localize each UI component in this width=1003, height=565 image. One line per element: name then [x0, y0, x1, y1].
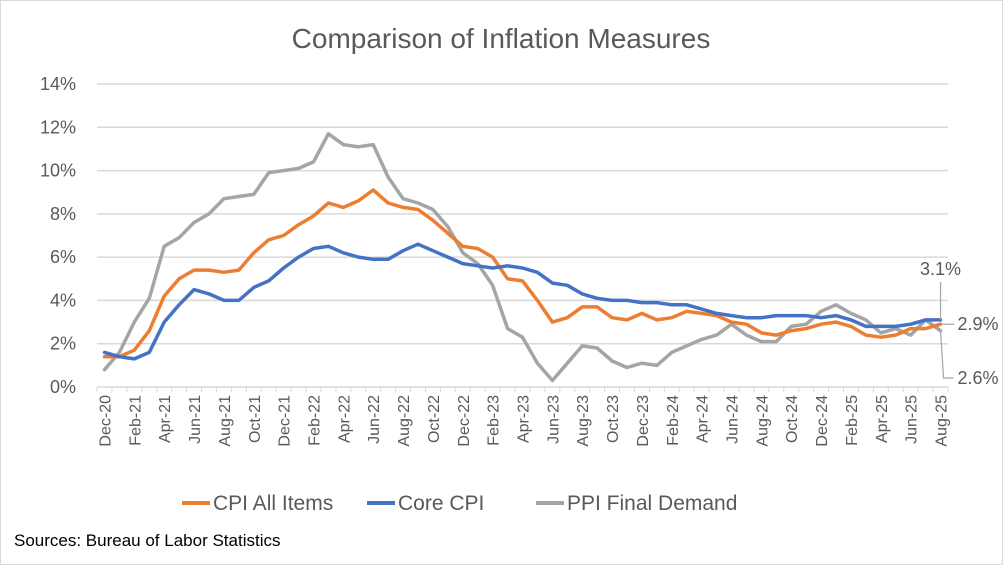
chart-title: Comparison of Inflation Measures [292, 23, 711, 54]
x-tick-label: Oct-21 [247, 395, 264, 443]
series-line-core-cpi [102, 242, 943, 361]
x-tick-label: Feb-23 [486, 395, 503, 446]
y-tick-label: 12% [40, 117, 76, 137]
y-tick-label: 4% [50, 290, 76, 310]
legend: CPI All Items Core CPI PPI Final Demand [182, 492, 737, 515]
y-tick-label: 0% [50, 377, 76, 397]
x-tick-label: Apr-23 [516, 395, 533, 443]
legend-label: Core CPI [398, 492, 484, 515]
x-tick-label: Jun-21 [187, 395, 204, 444]
legend-label: PPI Final Demand [567, 492, 737, 515]
data-label: 2.9% [958, 314, 999, 334]
x-axis: Dec-20 Feb-21 Apr-21 Jun-21 Aug-21 Oct-21 Dec-… [96, 386, 951, 447]
x-tick-label: Jun-24 [725, 395, 742, 444]
x-tick-label: Apr-22 [336, 395, 353, 443]
x-tick-label: Apr-25 [874, 395, 891, 443]
series-lines [102, 132, 943, 383]
x-tick-label: Dec-24 [814, 395, 831, 447]
gridlines [97, 83, 948, 345]
x-tick-label: Jun-23 [545, 395, 562, 444]
x-tick-label: Aug-21 [217, 395, 234, 447]
legend-item: PPI Final Demand [536, 492, 737, 515]
legend-item: Core CPI [367, 492, 484, 515]
x-tick-label: Dec-23 [635, 395, 652, 447]
x-tick-label: Apr-21 [157, 395, 174, 443]
x-tick-label: Dec-20 [97, 395, 114, 447]
x-tick-label: Aug-22 [396, 395, 413, 447]
source-note: Sources: Bureau of Labor Statistics [14, 531, 281, 550]
x-tick-label: Aug-23 [575, 395, 592, 447]
legend-label: CPI All Items [213, 492, 333, 515]
y-tick-label: 8% [50, 204, 76, 224]
leader-line [939, 330, 954, 379]
y-tick-label: 10% [40, 161, 76, 181]
x-tick-label: Feb-25 [844, 395, 861, 446]
x-tick-label: Aug-25 [934, 395, 951, 447]
x-tick-label: Feb-21 [127, 395, 144, 446]
data-label: 2.6% [958, 368, 999, 388]
legend-item: CPI All Items [182, 492, 333, 515]
y-tick-label: 14% [40, 74, 76, 94]
x-tick-label: Apr-24 [695, 395, 712, 443]
x-tick-label: Dec-22 [456, 395, 473, 447]
x-tick-label: Oct-22 [426, 395, 443, 443]
x-tick-label: Jun-25 [904, 395, 921, 444]
x-tick-label: Dec-21 [277, 395, 294, 447]
y-tick-label: 2% [50, 334, 76, 354]
x-tick-label: Feb-24 [665, 395, 682, 446]
y-axis-ticks: 0% 2% 4% 6% 8% 10% 12% 14% [40, 74, 76, 397]
series-line-ppi-final-demand [102, 132, 943, 383]
x-tick-label: Aug-24 [754, 395, 771, 447]
series-line-cpi-all-items [102, 188, 943, 359]
x-tick-label: Feb-22 [306, 395, 323, 446]
data-label: 3.1% [920, 259, 961, 279]
data-labels: 3.1% 2.9% 2.6% [920, 259, 999, 388]
x-tick-label: Oct-24 [784, 395, 801, 443]
y-tick-label: 6% [50, 247, 76, 267]
x-tick-label: Oct-23 [605, 395, 622, 443]
x-tick-label: Jun-22 [366, 395, 383, 444]
